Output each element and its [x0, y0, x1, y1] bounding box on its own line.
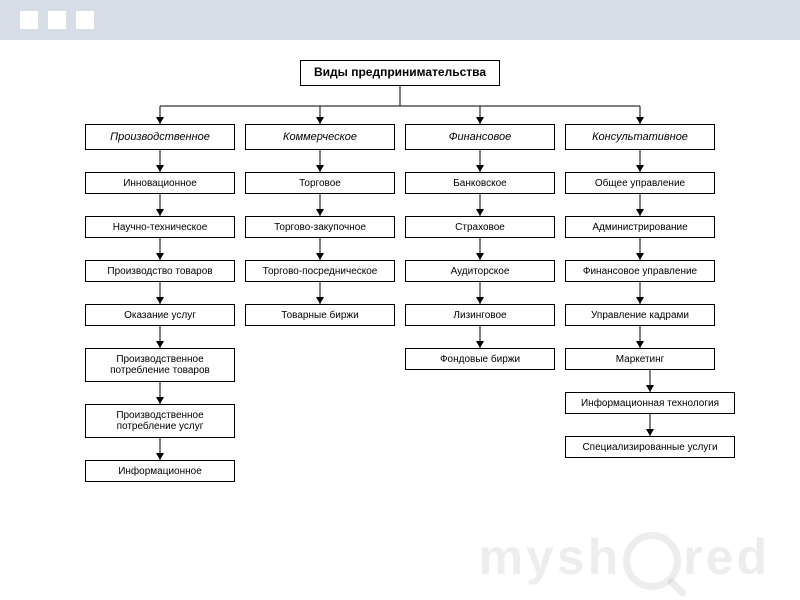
diagram-node: Товарные биржи: [245, 304, 395, 326]
diagram-node: Торгово-посредническое: [245, 260, 395, 282]
diagram-node: Финансовое: [405, 124, 555, 150]
decor-square-icon: [76, 11, 94, 29]
diagram-node: Финансовое управление: [565, 260, 715, 282]
diagram-node: Производство товаров: [85, 260, 235, 282]
diagram-node: Общее управление: [565, 172, 715, 194]
diagram-node: Управление кадрами: [565, 304, 715, 326]
diagram-node: Фондовые биржи: [405, 348, 555, 370]
diagram-node: Научно-техническое: [85, 216, 235, 238]
decor-square-icon: [20, 11, 38, 29]
diagram-node: Администрирование: [565, 216, 715, 238]
diagram-node: Информационное: [85, 460, 235, 482]
watermark-text-before: mysh: [479, 529, 622, 585]
window-title-bar: [0, 0, 800, 40]
entrepreneurship-types-diagram: Виды предпринимательства Производственное…: [0, 40, 800, 600]
diagram-node: Страховое: [405, 216, 555, 238]
diagram-node: Лизинговое: [405, 304, 555, 326]
diagram-node: Торговое: [245, 172, 395, 194]
diagram-node: Информационная технология: [565, 392, 735, 414]
diagram-node: Специализированные услуги: [565, 436, 735, 458]
watermark-text-after: red: [683, 529, 770, 585]
diagram-node: Коммерческое: [245, 124, 395, 150]
diagram-node: Производственное потребление услуг: [85, 404, 235, 438]
diagram-node: Производственное: [85, 124, 235, 150]
watermark: mysh red: [479, 528, 770, 590]
diagram-node: Оказание услуг: [85, 304, 235, 326]
diagram-node: Банковское: [405, 172, 555, 194]
diagram-node: Консультативное: [565, 124, 715, 150]
diagram-node: Инновационное: [85, 172, 235, 194]
diagram-node: Аудиторское: [405, 260, 555, 282]
diagram-node: Торгово-закупочное: [245, 216, 395, 238]
diagram-node: Производственное потребление товаров: [85, 348, 235, 382]
decor-square-icon: [48, 11, 66, 29]
diagram-node: Виды предпринимательства: [300, 60, 500, 86]
diagram-node: Маркетинг: [565, 348, 715, 370]
magnifier-icon: [623, 532, 681, 590]
